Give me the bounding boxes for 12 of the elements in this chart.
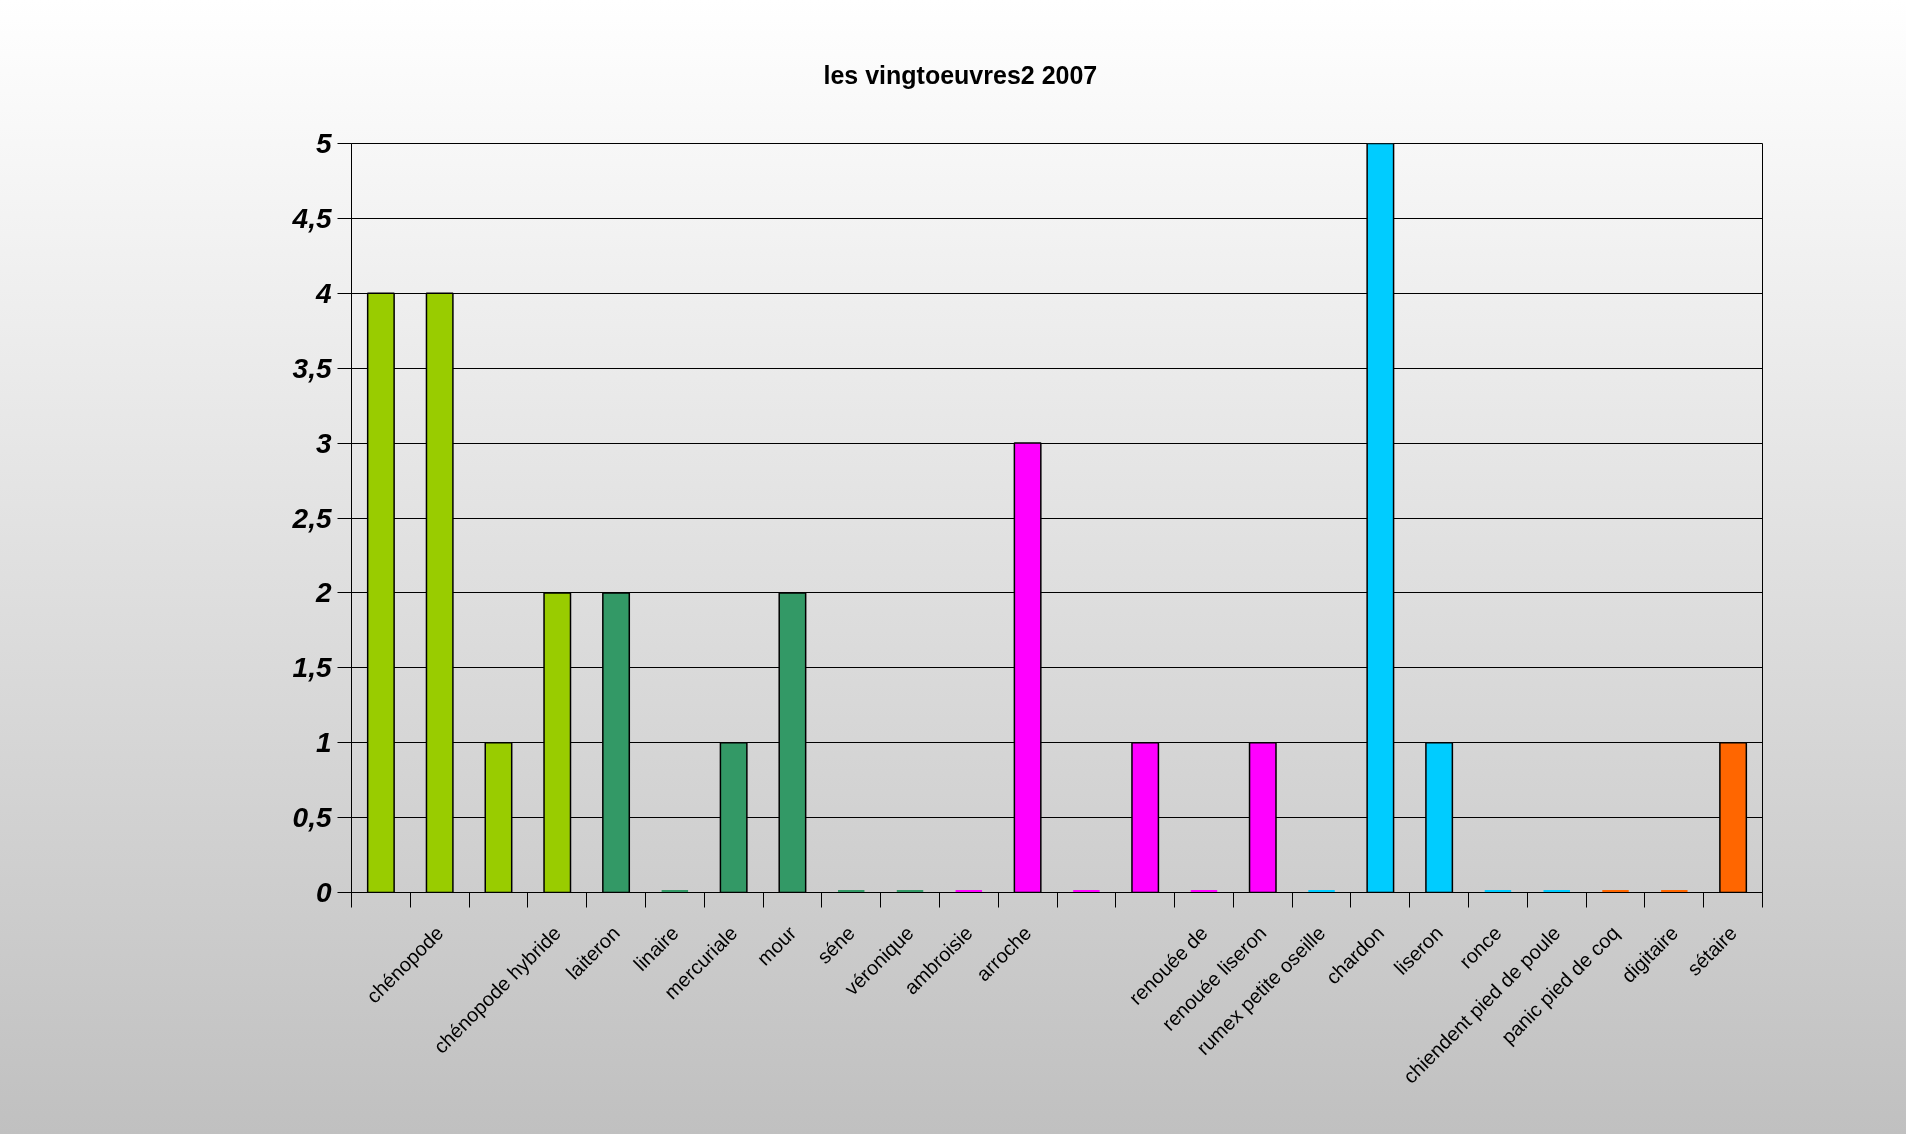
y-tick-label: 1 [315, 727, 332, 759]
y-tick-label: 2 [314, 577, 332, 609]
y-tick-label: 0,5 [292, 802, 332, 834]
chart-title: les vingtoeuvres2 2007 [823, 60, 1098, 89]
y-tick-label: 4 [314, 277, 332, 309]
y-tick-label: 3,5 [292, 352, 332, 384]
y-tick-label: 1,5 [292, 652, 332, 684]
y-tick-label: 5 [315, 128, 332, 159]
y-tick-label: 4,5 [291, 202, 332, 234]
y-tick-label: 0 [315, 877, 332, 908]
y-tick-label: 2,5 [291, 502, 332, 534]
y-tick-label: 3 [315, 427, 332, 459]
